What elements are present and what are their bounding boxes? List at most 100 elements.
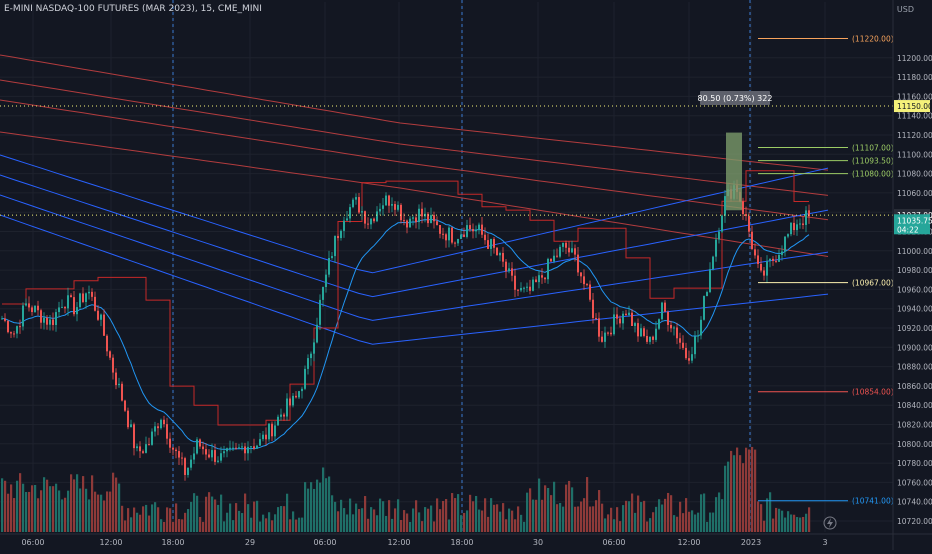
volume-bar — [364, 496, 367, 532]
lightning-icon[interactable] — [823, 516, 837, 530]
candle-body — [412, 217, 414, 219]
price-tick-label: 10880.00 — [897, 363, 932, 372]
candle-body — [46, 317, 48, 325]
volume-bar — [256, 500, 259, 532]
volume-bar — [484, 498, 487, 532]
volume-bar — [94, 491, 97, 532]
candle-body — [562, 242, 564, 247]
candle-body — [592, 299, 594, 318]
volume-bar — [805, 513, 808, 532]
volume-bar — [619, 521, 622, 532]
candle-body — [427, 213, 429, 224]
trailing-stop-line — [2, 170, 809, 426]
candle-body — [373, 218, 375, 222]
volume-bar — [139, 514, 142, 532]
volume-bar — [244, 493, 247, 532]
volume-bar — [175, 503, 178, 532]
candle-body — [673, 327, 675, 329]
candle-body — [202, 446, 204, 450]
candle-body — [508, 268, 510, 272]
price-tick-label: 11000.00 — [897, 247, 932, 256]
candle-body — [457, 238, 459, 244]
volume-bar — [652, 512, 655, 532]
volume-bar — [655, 506, 658, 532]
price-tick-label: 10820.00 — [897, 421, 932, 430]
volume-bar — [724, 465, 727, 532]
volume-bar — [268, 512, 271, 532]
volume-bar — [793, 514, 796, 532]
candle-body — [133, 424, 135, 449]
volume-bar — [214, 499, 217, 532]
candle-body — [670, 324, 672, 329]
candle-body — [205, 449, 207, 455]
volume-bar — [754, 449, 757, 532]
volume-bar — [775, 507, 778, 532]
volume-bar — [778, 508, 781, 532]
volume-bar — [115, 477, 118, 532]
candle-body — [619, 318, 621, 324]
volume-bar — [262, 514, 265, 532]
candle-body — [475, 229, 477, 232]
candle-body — [505, 261, 507, 272]
candle-body — [139, 446, 141, 452]
volume-bar — [280, 506, 283, 532]
volume-bar — [289, 519, 292, 532]
volume-bar — [607, 514, 610, 532]
volume-bar — [637, 495, 640, 532]
volume-bar — [109, 491, 112, 532]
candle-body — [661, 302, 663, 320]
price-tick-label: 10720.00 — [897, 517, 932, 526]
candle-body — [724, 196, 726, 216]
candle-body — [10, 332, 12, 334]
volume-bar — [463, 512, 466, 532]
volume-bar — [103, 500, 106, 532]
candle-body — [565, 242, 567, 248]
candle-body — [607, 332, 609, 334]
volume-bar — [328, 476, 331, 532]
volume-bar — [151, 504, 154, 532]
candle-body — [232, 447, 234, 449]
volume-bar — [217, 504, 220, 532]
volume-bar — [709, 512, 712, 532]
candle-body — [442, 233, 444, 235]
candle-body — [7, 320, 9, 333]
volume-bar — [25, 491, 28, 532]
volume-bar — [772, 518, 775, 532]
volume-bar — [529, 488, 532, 532]
candle-body — [28, 303, 30, 308]
volume-bar — [85, 488, 88, 532]
volume-bar — [421, 521, 424, 532]
candle-body — [757, 255, 759, 264]
volume-bar — [514, 519, 517, 532]
volume-bar — [76, 474, 79, 532]
candle-body — [559, 246, 561, 257]
candle-body — [436, 221, 438, 225]
volume-bar — [409, 521, 412, 532]
candle-body — [484, 234, 486, 241]
candle-body — [241, 446, 243, 448]
volume-bar — [295, 519, 298, 532]
candle-body — [703, 296, 705, 320]
volume-bar — [124, 520, 127, 532]
price-tick-label: 11080.00 — [897, 170, 932, 179]
volume-bar — [232, 520, 235, 532]
candle-body — [121, 383, 123, 401]
volume-bar — [331, 495, 334, 532]
candle-body — [658, 319, 660, 329]
candle-body — [601, 336, 603, 342]
candle-body — [433, 215, 435, 222]
candle-body — [379, 208, 381, 212]
candle-body — [331, 256, 333, 258]
volume-bar — [466, 510, 469, 532]
volume-bar — [565, 484, 568, 532]
candle-body — [214, 450, 216, 462]
volume-bar — [112, 472, 115, 532]
volume-bar — [511, 510, 514, 532]
volume-bar — [241, 513, 244, 532]
volume-bar — [478, 509, 481, 532]
candle-body — [100, 314, 102, 320]
time-tick-label: 18:00 — [450, 538, 473, 547]
